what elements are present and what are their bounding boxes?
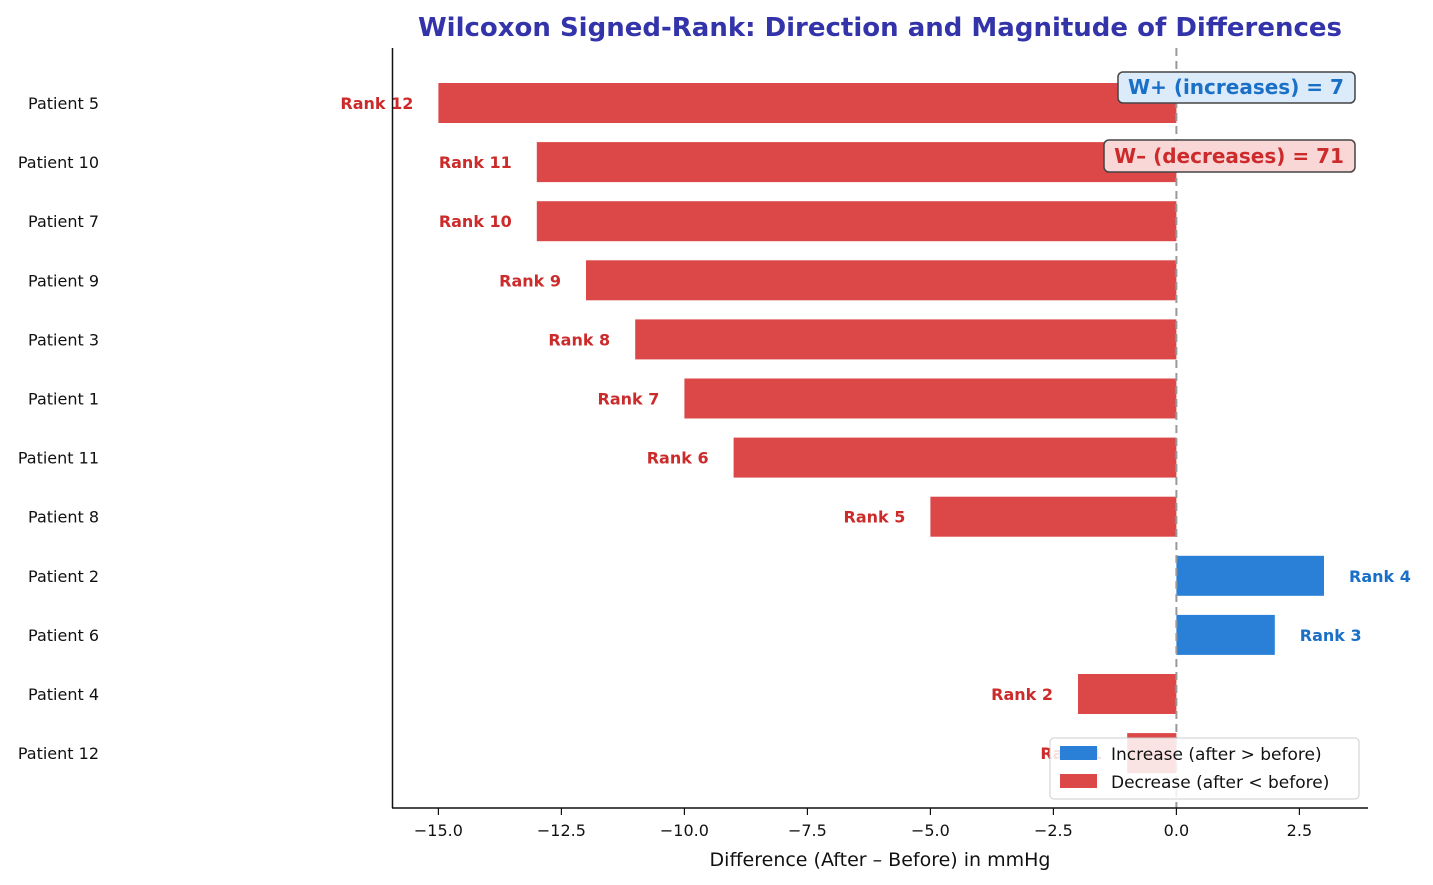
bar-patient-2 — [1176, 555, 1324, 596]
x-tick-label: −7.5 — [788, 821, 827, 840]
bar-patient-10 — [536, 142, 1177, 183]
x-tick-label: −5.0 — [911, 821, 950, 840]
w-plus-text: W+ (increases) = 7 — [1128, 75, 1344, 99]
y-tick-patient-5: Patient 5 — [28, 94, 99, 113]
y-tick-patient-1: Patient 1 — [28, 390, 99, 409]
x-tick-label: −10.0 — [660, 821, 709, 840]
y-tick-labels: Patient 5 Patient 10 Patient 7 Patient 9 Pat… — [18, 94, 99, 763]
bar-patient-3 — [635, 319, 1177, 360]
x-axis-label: Difference (After – Before) in mmHg — [710, 849, 1051, 871]
rank-label-patient-6: Rank 3 — [1300, 626, 1362, 645]
bar-patient-5 — [438, 83, 1177, 123]
legend-swatch-increase — [1060, 746, 1097, 760]
w-plus-annotation: W+ (increases) = 7 — [1117, 71, 1356, 104]
rank-label-patient-8: Rank 5 — [844, 508, 906, 527]
rank-label-patient-4: Rank 2 — [991, 685, 1053, 704]
legend-label-increase: Increase (after > before) — [1111, 745, 1322, 765]
x-tick-label: −15.0 — [414, 821, 463, 840]
rank-label-patient-2: Rank 4 — [1349, 567, 1411, 586]
rank-label-patient-9: Rank 9 — [499, 271, 561, 290]
rank-label-patient-7: Rank 10 — [439, 212, 512, 231]
w-minus-box — [1103, 139, 1356, 173]
x-tick-label: −2.5 — [1034, 821, 1073, 840]
bar-patient-9 — [586, 260, 1177, 301]
y-tick-patient-8: Patient 8 — [28, 508, 99, 527]
w-minus-annotation: W– (decreases) = 71 — [1103, 139, 1356, 173]
y-tick-patient-7: Patient 7 — [28, 212, 99, 231]
chart-title: Wilcoxon Signed-Rank: Direction and Magn… — [418, 13, 1342, 43]
rank-label-patient-3: Rank 8 — [548, 330, 610, 349]
bar-patient-1 — [684, 378, 1177, 419]
y-tick-patient-9: Patient 9 — [28, 271, 99, 290]
rank-label-patient-11: Rank 6 — [647, 449, 709, 468]
bar-patient-7 — [536, 201, 1177, 242]
x-tick-label: −12.5 — [537, 821, 586, 840]
x-tick-labels: −15.0 −12.5 −10.0 −7.5 −5.0 −2.5 0.0 2.5 — [414, 808, 1312, 840]
y-tick-patient-12: Patient 12 — [18, 744, 99, 763]
legend-swatch-decrease — [1060, 774, 1097, 788]
w-minus-text: W– (decreases) = 71 — [1114, 144, 1344, 168]
rank-label-patient-10: Rank 11 — [439, 153, 512, 172]
y-tick-patient-4: Patient 4 — [28, 685, 99, 704]
legend: Increase (after > before) Decrease (afte… — [1049, 737, 1360, 800]
y-tick-patient-6: Patient 6 — [28, 626, 99, 645]
x-tick-label: 2.5 — [1287, 821, 1312, 840]
bar-patient-11 — [733, 437, 1177, 478]
rank-label-patient-5: Rank 12 — [340, 94, 413, 113]
x-tick-label: 0.0 — [1164, 821, 1189, 840]
bar-patient-6 — [1176, 614, 1275, 655]
legend-box — [1049, 737, 1360, 800]
legend-label-decrease: Decrease (after < before) — [1111, 773, 1329, 793]
bar-patient-4 — [1078, 674, 1177, 714]
rank-labels-group: Rank 12 Rank 11 Rank 10 Rank 9 Rank 8 Rank 7 R… — [340, 94, 1410, 763]
y-tick-patient-3: Patient 3 — [28, 330, 99, 349]
y-tick-patient-10: Patient 10 — [18, 153, 99, 172]
w-plus-box — [1117, 71, 1356, 104]
rank-label-patient-1: Rank 7 — [598, 390, 660, 409]
bars-group — [438, 83, 1324, 774]
bar-patient-8 — [930, 496, 1177, 537]
y-tick-patient-11: Patient 11 — [18, 449, 99, 468]
y-tick-patient-2: Patient 2 — [28, 567, 99, 586]
